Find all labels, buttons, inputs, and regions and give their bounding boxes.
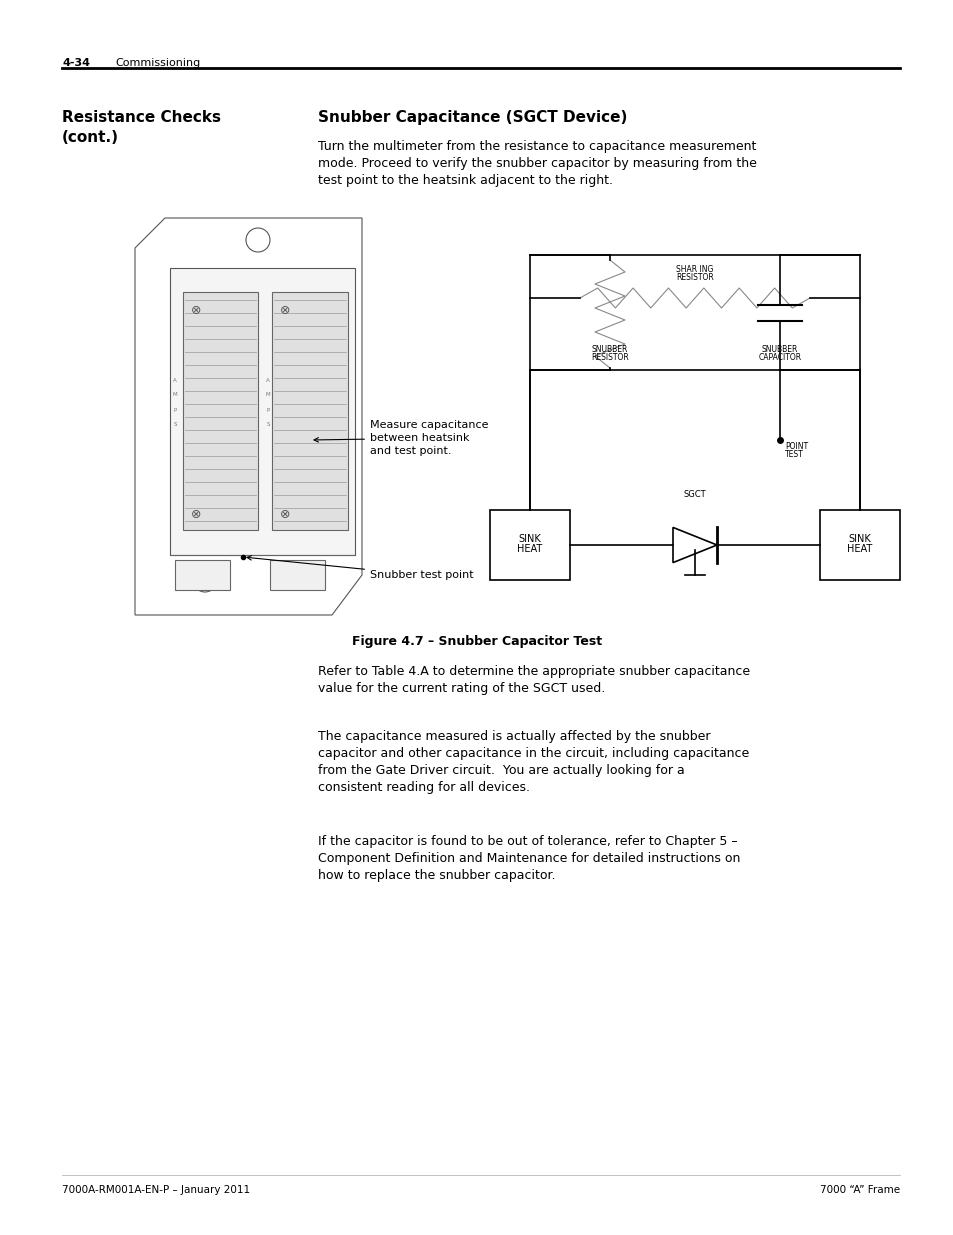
FancyBboxPatch shape [174,559,230,590]
FancyBboxPatch shape [820,510,899,580]
Text: M: M [265,393,270,398]
Text: SINK: SINK [518,534,540,543]
FancyBboxPatch shape [272,291,348,530]
Text: If the capacitor is found to be out of tolerance, refer to Chapter 5 –: If the capacitor is found to be out of t… [317,835,737,848]
Text: from the Gate Driver circuit.  You are actually looking for a: from the Gate Driver circuit. You are ac… [317,764,684,777]
Text: A: A [266,378,270,383]
Text: 7000 “A” Frame: 7000 “A” Frame [819,1186,899,1195]
Text: Snubber Capacitance (SGCT Device): Snubber Capacitance (SGCT Device) [317,110,627,125]
Text: Resistance Checks: Resistance Checks [62,110,221,125]
Text: test point to the heatsink adjacent to the right.: test point to the heatsink adjacent to t… [317,174,613,186]
Text: consistent reading for all devices.: consistent reading for all devices. [317,781,530,794]
FancyBboxPatch shape [270,559,325,590]
Text: SNUBBER: SNUBBER [591,345,627,354]
Text: SGCT: SGCT [683,490,705,499]
Text: The capacitance measured is actually affected by the snubber: The capacitance measured is actually aff… [317,730,710,743]
Text: 7000A-RM001A-EN-P – January 2011: 7000A-RM001A-EN-P – January 2011 [62,1186,250,1195]
Text: A: A [172,378,176,383]
Text: TEST: TEST [784,450,803,459]
Text: SHAR ING: SHAR ING [676,266,713,274]
Text: Refer to Table 4.A to determine the appropriate snubber capacitance: Refer to Table 4.A to determine the appr… [317,664,749,678]
Text: S: S [173,422,176,427]
Text: 4-34: 4-34 [62,58,90,68]
Text: mode. Proceed to verify the snubber capacitor by measuring from the: mode. Proceed to verify the snubber capa… [317,157,756,170]
FancyBboxPatch shape [183,291,257,530]
Text: CAPACITOR: CAPACITOR [758,353,801,362]
Text: POINT: POINT [784,442,807,451]
Text: ⊗: ⊗ [191,304,201,316]
Text: Component Definition and Maintenance for detailed instructions on: Component Definition and Maintenance for… [317,852,740,864]
Text: value for the current rating of the SGCT used.: value for the current rating of the SGCT… [317,682,604,695]
Text: M: M [172,393,177,398]
Text: Turn the multimeter from the resistance to capacitance measurement: Turn the multimeter from the resistance … [317,140,756,153]
Text: ⊗: ⊗ [279,509,290,521]
Text: HEAT: HEAT [517,543,542,555]
Text: capacitor and other capacitance in the circuit, including capacitance: capacitor and other capacitance in the c… [317,747,748,760]
Text: SINK: SINK [848,534,870,543]
Text: Figure 4.7 – Snubber Capacitor Test: Figure 4.7 – Snubber Capacitor Test [352,635,601,648]
Text: P: P [173,408,176,412]
Text: RESISTOR: RESISTOR [591,353,628,362]
Text: (cont.): (cont.) [62,130,119,144]
Text: ⊗: ⊗ [279,304,290,316]
Text: SNUBBER: SNUBBER [761,345,798,354]
Text: how to replace the snubber capacitor.: how to replace the snubber capacitor. [317,869,555,882]
Text: Commissioning: Commissioning [115,58,200,68]
Text: RESISTOR: RESISTOR [676,273,713,282]
Text: HEAT: HEAT [846,543,872,555]
Text: ⊗: ⊗ [191,509,201,521]
Text: Snubber test point: Snubber test point [247,556,473,580]
FancyBboxPatch shape [490,510,569,580]
Text: Measure capacitance
between heatsink
and test point.: Measure capacitance between heatsink and… [314,420,488,457]
Text: P: P [266,408,270,412]
FancyBboxPatch shape [170,268,355,555]
Text: S: S [266,422,270,427]
